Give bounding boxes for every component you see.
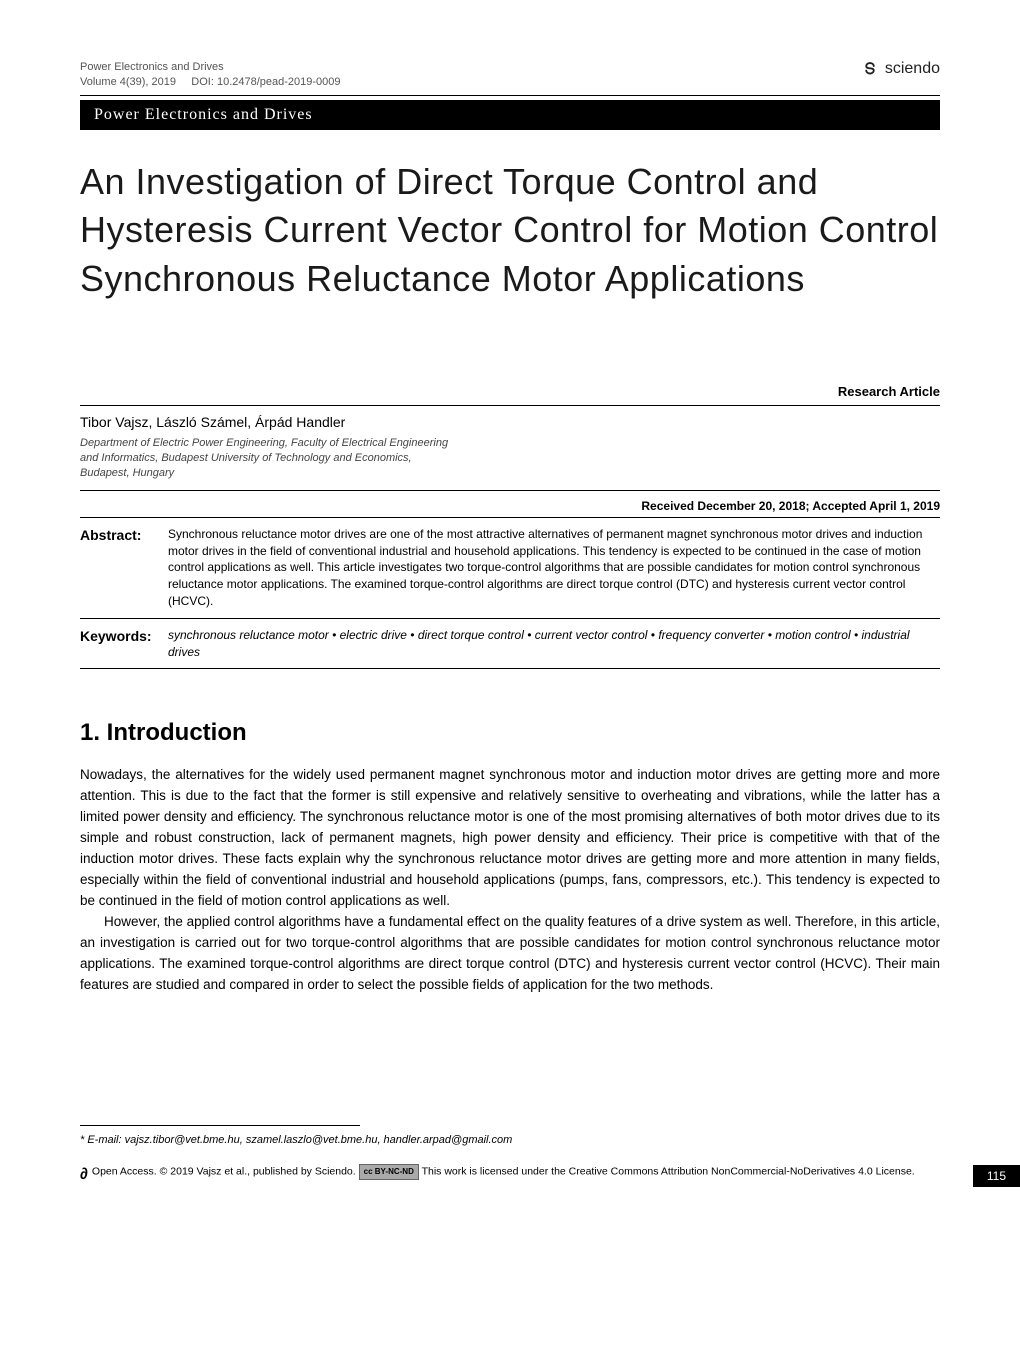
article-type: Research Article (80, 384, 940, 399)
publisher-name: sciendo (885, 60, 940, 78)
open-access-text: Open Access. © 2019 Vajsz et al., publis… (92, 1164, 915, 1179)
abstract-label: Abstract: (80, 526, 168, 610)
received-accepted-dates: Received December 20, 2018; Accepted Apr… (80, 499, 940, 513)
header-meta: Power Electronics and Drives Volume 4(39… (80, 60, 341, 91)
open-access-prefix: Open Access. © 2019 Vajsz et al., publis… (92, 1166, 356, 1178)
author-block: Tibor Vajsz, László Számel, Árpád Handle… (80, 405, 940, 491)
page-number: 115 (973, 1165, 1020, 1187)
authors: Tibor Vajsz, László Számel, Árpád Handle… (80, 414, 940, 430)
sciendo-icon (861, 60, 879, 78)
keywords-text: synchronous reluctance motor • electric … (168, 627, 940, 661)
open-access-statement: ∂ Open Access. © 2019 Vajsz et al., publ… (80, 1164, 940, 1186)
footnote-rule (80, 1125, 360, 1126)
abstract-block: Abstract: Synchronous reluctance motor d… (80, 517, 940, 619)
corresponding-email-footnote: * E-mail: vajsz.tibor@vet.bme.hu, szamel… (80, 1134, 940, 1146)
intro-paragraph-1: Nowadays, the alternatives for the widel… (80, 765, 940, 911)
journal-name: Power Electronics and Drives (80, 60, 341, 75)
doi: DOI: 10.2478/pead-2019-0009 (191, 76, 340, 88)
cc-badge: cc BY-NC-ND (359, 1164, 419, 1179)
keywords-label: Keywords: (80, 627, 168, 661)
intro-paragraph-2: However, the applied control algorithms … (80, 912, 940, 996)
article-title: An Investigation of Direct Torque Contro… (80, 158, 940, 304)
affiliation: Department of Electric Power Engineering… (80, 436, 940, 482)
affiliation-line-1: Department of Electric Power Engineering… (80, 436, 940, 451)
affiliation-line-3: Budapest, Hungary (80, 466, 940, 481)
affiliation-line-2: and Informatics, Budapest University of … (80, 451, 940, 466)
volume-doi-line: Volume 4(39), 2019 DOI: 10.2478/pead-201… (80, 75, 341, 90)
open-access-suffix: This work is licensed under the Creative… (422, 1166, 915, 1178)
header-row: Power Electronics and Drives Volume 4(39… (80, 60, 940, 96)
publisher-logo: sciendo (861, 60, 940, 78)
volume: Volume 4(39), 2019 (80, 76, 176, 88)
section-bar: Power Electronics and Drives (80, 100, 940, 130)
abstract-text: Synchronous reluctance motor drives are … (168, 526, 940, 610)
keywords-block: Keywords: synchronous reluctance motor •… (80, 619, 940, 670)
section-1-heading: 1. Introduction (80, 719, 940, 747)
open-access-icon: ∂ (80, 1164, 88, 1186)
introduction-body: Nowadays, the alternatives for the widel… (80, 765, 940, 995)
